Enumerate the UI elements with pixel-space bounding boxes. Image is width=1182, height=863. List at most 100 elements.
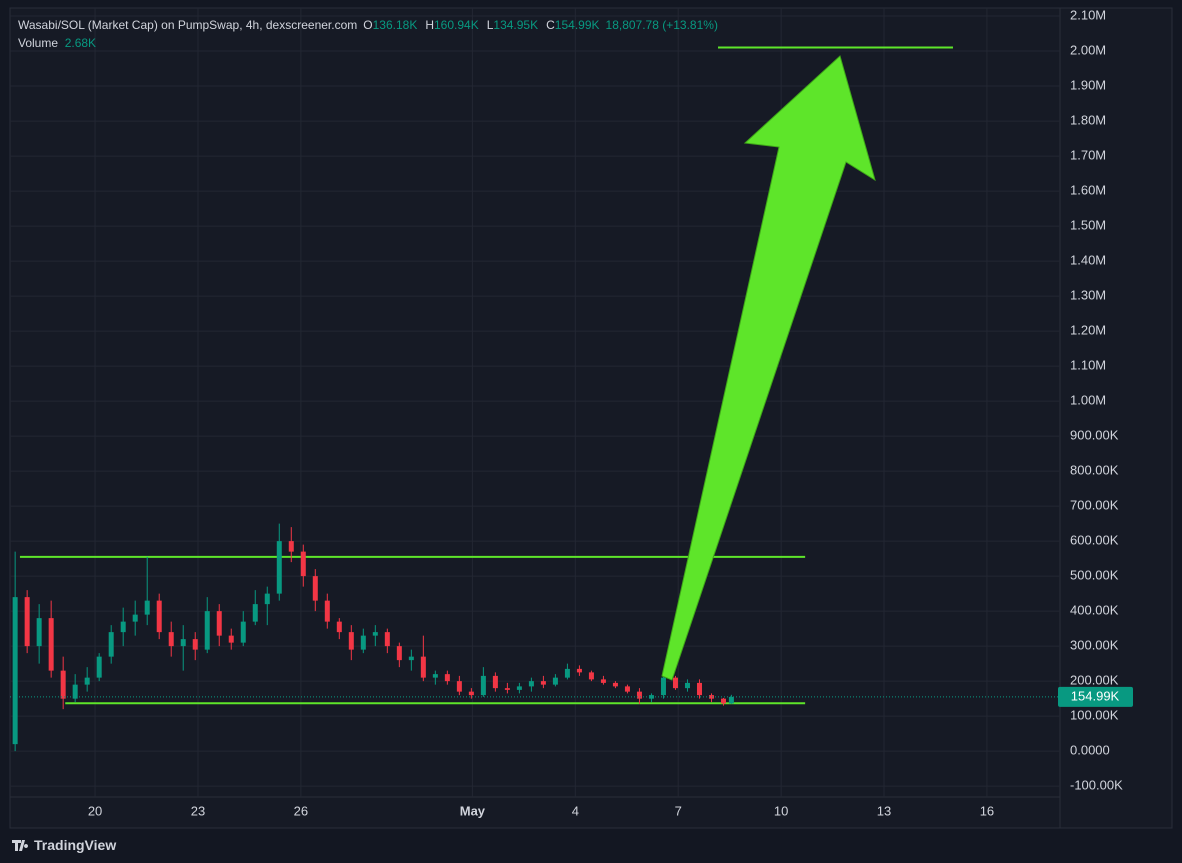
- legend-key: O: [363, 18, 373, 32]
- candle-body: [384, 632, 390, 647]
- y-tick-label: 1.00M: [1070, 393, 1106, 408]
- candle-body: [24, 597, 30, 647]
- legend-key: L: [486, 18, 494, 32]
- legend: Wasabi/SOL (Market Cap) on PumpSwap, 4h,…: [18, 16, 724, 52]
- legend-value: 136.18K: [372, 18, 418, 32]
- candle-body: [492, 675, 498, 689]
- candle-body: [348, 632, 354, 650]
- last-price-label: 154.99K: [1071, 688, 1120, 703]
- candle-body: [180, 639, 186, 647]
- pane: [9, 7, 1173, 829]
- candle-body: [60, 670, 66, 699]
- candle-body: [312, 576, 318, 601]
- x-tick-label: 26: [294, 803, 308, 818]
- candle-body: [360, 635, 366, 650]
- candle-body: [720, 698, 726, 704]
- x-tick-label: 7: [675, 803, 682, 818]
- candle-body: [240, 621, 246, 643]
- candle-body: [660, 677, 666, 696]
- y-tick-label: 2.00M: [1070, 42, 1106, 57]
- candle-body: [372, 632, 378, 636]
- candle-body: [696, 682, 702, 696]
- y-tick-label: 1.50M: [1070, 218, 1106, 233]
- y-tick-label: 1.60M: [1070, 183, 1106, 198]
- last-price-tag: [1058, 686, 1133, 707]
- candle-body: [728, 696, 734, 704]
- arrow: [661, 55, 876, 681]
- candle-body: [504, 688, 510, 690]
- legend-value: 154.99K: [554, 18, 600, 32]
- candle-body: [156, 600, 162, 633]
- candle-body: [192, 639, 198, 650]
- y-tick-label: 1.30M: [1070, 288, 1106, 303]
- y-tick-label: 1.40M: [1070, 253, 1106, 268]
- candle-body: [456, 681, 462, 692]
- candle-body: [468, 691, 474, 696]
- candle-body: [564, 668, 570, 678]
- y-tick-label: 800.00K: [1070, 463, 1119, 478]
- candle-body: [432, 674, 438, 678]
- candle-body: [600, 679, 606, 683]
- y-tick-label: 100.00K: [1070, 708, 1119, 723]
- candle-body: [480, 675, 486, 696]
- legend-row: Wasabi/SOL (Market Cap) on PumpSwap, 4h,…: [18, 16, 724, 34]
- y-tick-label: 0.0000: [1070, 743, 1110, 758]
- candle-body: [336, 621, 342, 633]
- candle-body: [276, 541, 282, 594]
- candle-body: [228, 635, 234, 643]
- candle-body: [36, 618, 42, 647]
- candle-body: [324, 600, 330, 622]
- candle-body: [540, 681, 546, 685]
- y-tick-label: 200.00K: [1070, 673, 1119, 688]
- y-tick-label: 1.20M: [1070, 323, 1106, 338]
- candle-body: [576, 668, 582, 673]
- candle-body: [204, 611, 210, 650]
- volume-label: Volume: [18, 36, 59, 50]
- candle-body: [624, 686, 630, 692]
- candle-body: [84, 677, 90, 685]
- candle-body: [648, 695, 654, 699]
- y-tick-label: 900.00K: [1070, 428, 1119, 443]
- candle-body: [12, 597, 18, 745]
- candle-body: [288, 541, 294, 552]
- x-tick-label: 4: [572, 803, 579, 818]
- y-tick-label: 1.90M: [1070, 77, 1106, 92]
- y-tick-label: 2.10M: [1070, 7, 1106, 22]
- candle-body: [396, 646, 402, 661]
- title: Wasabi/SOL (Market Cap) on PumpSwap, 4h,…: [18, 18, 358, 32]
- candle-body: [216, 611, 222, 636]
- y-tick-label: 700.00K: [1070, 498, 1119, 513]
- candle-body: [552, 677, 558, 685]
- x-tick-label: 16: [980, 803, 994, 818]
- candle-body: [252, 604, 258, 622]
- y-tick-label: -100.00K: [1070, 778, 1123, 793]
- y-tick-label: 1.70M: [1070, 148, 1106, 163]
- candle-body: [612, 682, 618, 687]
- x-tick-label: May: [460, 803, 486, 818]
- x-tick-label: 20: [88, 803, 102, 818]
- volume: 2.68K: [64, 36, 97, 50]
- candle-body: [444, 674, 450, 682]
- candle-body: [408, 656, 414, 661]
- candle-body: [528, 681, 534, 687]
- y-tick-label: 300.00K: [1070, 638, 1119, 653]
- logo: [12, 840, 29, 851]
- candle-body: [108, 632, 114, 657]
- legend-key: C: [546, 18, 555, 32]
- x-tick-label: 23: [191, 803, 205, 818]
- candle-body: [132, 614, 138, 622]
- candle-body: [300, 551, 306, 577]
- candle-body: [636, 691, 642, 699]
- candle-body: [120, 621, 126, 633]
- legend-value: 134.95K: [493, 18, 539, 32]
- y-tick-label: 1.80M: [1070, 113, 1106, 128]
- candle-body: [420, 656, 426, 678]
- y-tick-label: 500.00K: [1070, 568, 1119, 583]
- candle-body: [708, 695, 714, 699]
- legend-row: Volume 2.68K: [18, 34, 724, 52]
- candle-body: [684, 682, 690, 689]
- candle-body: [48, 618, 54, 671]
- legend-key: H: [425, 18, 434, 32]
